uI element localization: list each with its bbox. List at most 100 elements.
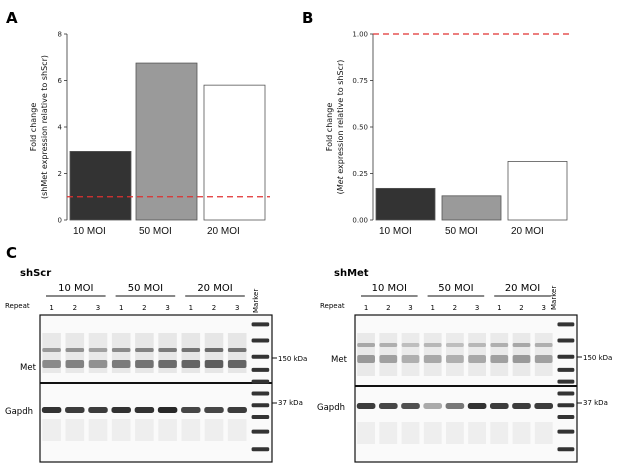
y-tick-label: 0.25 — [352, 170, 368, 178]
marker-ladder-band — [251, 322, 270, 327]
kda-label-150: 150 kDa — [583, 354, 612, 362]
x-tick-label: 50 MOI — [139, 226, 172, 237]
marker-ladder-band — [251, 429, 270, 434]
marker-ladder-band — [557, 414, 575, 419]
gapdh-band — [111, 407, 131, 413]
lane-number: 2 — [73, 304, 77, 312]
bar — [507, 161, 568, 221]
met-band — [65, 360, 85, 368]
row-label-met: Met — [20, 363, 37, 373]
lane-number: 2 — [453, 304, 457, 312]
row-label-gapdh: Gapdh — [317, 403, 345, 413]
met-band-upper — [379, 343, 398, 347]
met-band-upper — [534, 343, 553, 347]
gapdh-band — [512, 403, 531, 409]
lane-smear — [401, 333, 420, 376]
y-tick-label: 0.75 — [352, 77, 368, 85]
lane-number: 1 — [430, 304, 434, 312]
marker-ladder-band — [557, 391, 575, 396]
marker-ladder-band — [251, 379, 270, 384]
blot-shscr: shScr Repeat Met Gapdh 150 kDa 37 kDa Ma… — [5, 268, 307, 463]
met-band-upper — [88, 348, 108, 352]
blot-title: shScr — [20, 268, 51, 279]
met-band — [423, 355, 442, 363]
panel-letter-c: C — [6, 244, 17, 262]
marker-ladder-band — [557, 447, 575, 452]
lane-smear — [357, 333, 375, 376]
y-tick-label: 4 — [58, 124, 63, 132]
lane-smear — [401, 422, 420, 444]
lane-smear — [490, 333, 509, 376]
met-band — [490, 355, 509, 363]
x-tick-label: 10 MOI — [73, 226, 106, 237]
repeat-label: Repeat — [320, 302, 345, 310]
met-band — [379, 355, 398, 363]
chart-b-ylabel-line1: Fold change — [325, 103, 334, 152]
met-band — [158, 360, 177, 368]
lane-smear — [204, 419, 224, 441]
lane-smear — [490, 422, 509, 444]
bar — [69, 151, 132, 221]
marker-ladder-band — [557, 322, 575, 327]
marker-ladder-band — [251, 414, 270, 419]
lane-smear — [379, 333, 398, 376]
met-band-upper — [111, 348, 131, 352]
lane-number: 1 — [119, 304, 123, 312]
lane-number: 3 — [475, 304, 479, 312]
gapdh-band — [41, 407, 62, 413]
met-band-upper — [65, 348, 85, 352]
met-band — [468, 355, 486, 363]
lane-number: 2 — [519, 304, 523, 312]
y-tick-label: 2 — [58, 170, 62, 178]
lane-number: 2 — [142, 304, 146, 312]
met-band — [534, 355, 553, 363]
lane-number: 3 — [96, 304, 100, 312]
lane-smear — [42, 419, 61, 441]
gapdh-band — [423, 403, 443, 409]
marker-ladder-band — [557, 379, 575, 384]
lane-smear — [446, 422, 464, 444]
y-tick-label: 1.00 — [352, 31, 368, 39]
met-band-upper — [512, 343, 531, 347]
blot-title: shMet — [334, 268, 369, 279]
lane-smear — [512, 422, 531, 444]
blot-shmet: shMet Repeat Met Gapdh 150 kDa 37 kDa Ma… — [317, 268, 612, 463]
met-band-upper — [490, 343, 509, 347]
marker-ladder-band — [251, 338, 270, 343]
marker-ladder-band — [251, 391, 270, 396]
gapdh-band — [489, 403, 509, 409]
moi-label: 10 MOI — [372, 283, 407, 294]
lane-smear — [468, 422, 486, 444]
met-band-upper — [401, 343, 420, 347]
gapdh-band — [204, 407, 224, 413]
y-tick-label: 0.50 — [352, 124, 368, 132]
lane-smear — [357, 422, 375, 444]
met-band — [357, 355, 375, 363]
marker-ladder-band — [557, 338, 575, 343]
bar — [375, 187, 436, 221]
gapdh-band — [534, 403, 554, 409]
y-tick-label: 0 — [58, 217, 62, 225]
met-band-upper — [42, 348, 61, 352]
x-tick-label: 20 MOI — [511, 226, 544, 237]
met-band-upper — [204, 348, 224, 352]
lane-smear — [88, 419, 108, 441]
row-label-gapdh: Gapdh — [5, 407, 33, 417]
y-tick-label: 8 — [58, 31, 62, 39]
x-tick-label: 50 MOI — [445, 226, 478, 237]
lane-smear — [111, 419, 131, 441]
kda-label-37: 37 kDa — [583, 399, 608, 407]
kda-label-150: 150 kDa — [278, 355, 307, 363]
panel-letter-b: B — [302, 9, 313, 27]
met-band — [42, 360, 61, 368]
chart-a-ylabel-line2: (shMet expression relative to shScr) — [40, 55, 49, 199]
lane-number: 1 — [497, 304, 501, 312]
gapdh-band — [134, 407, 155, 413]
marker-ladder-band — [557, 403, 575, 408]
met-band — [181, 360, 201, 368]
lane-smear — [227, 419, 247, 441]
lane-smear — [65, 419, 85, 441]
lane-number: 2 — [212, 304, 216, 312]
marker-ladder-band — [251, 403, 270, 408]
lane-number: 1 — [189, 304, 193, 312]
